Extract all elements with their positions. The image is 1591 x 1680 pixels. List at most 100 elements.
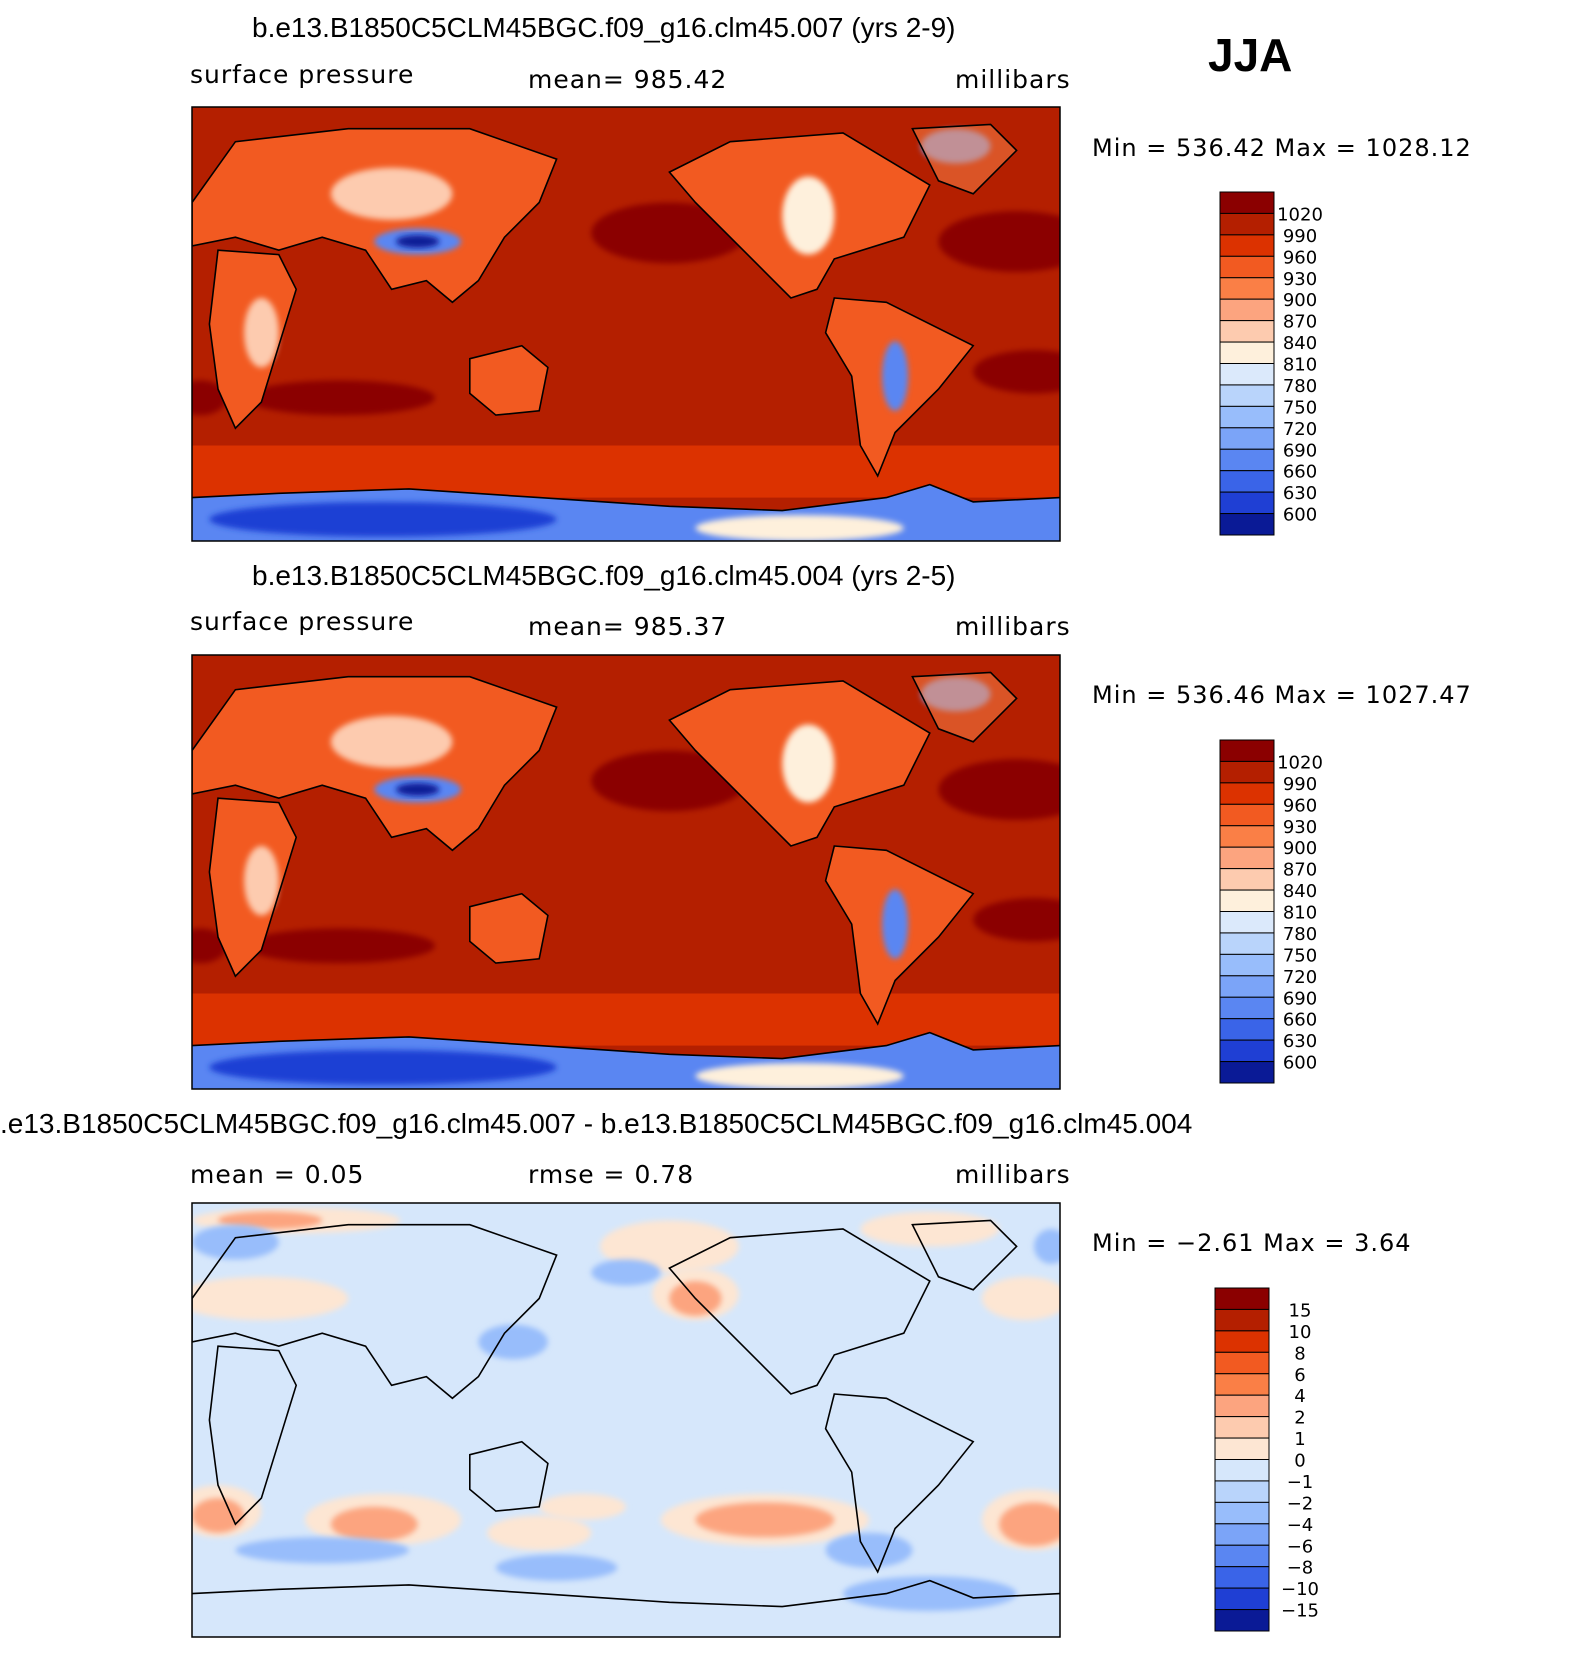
colorbar-tick-label: −2 <box>1287 1493 1314 1514</box>
coastline-antarctica <box>192 483 1060 512</box>
map-field <box>192 655 1060 1089</box>
colorbar-tick-label: 1 <box>1294 1429 1305 1450</box>
colorbar-swatch <box>1219 427 1275 450</box>
colorbar-tick-label: −8 <box>1287 1558 1314 1579</box>
colorbar-tick-label: −10 <box>1281 1579 1319 1600</box>
map-frame <box>191 106 1061 542</box>
colorbar-tick-label: 15 <box>1289 1300 1312 1321</box>
colorbar-tick-label: 930 <box>1283 817 1317 838</box>
east-antarctic-plateau <box>209 1049 557 1085</box>
colorbar-tick-label: 1020 <box>1277 752 1323 773</box>
positive-anomaly-4 <box>860 1211 1000 1247</box>
panel-1-title: b.e13.B1850C5CLM45BGC.f09_g16.clm45.007 … <box>252 12 956 43</box>
panel-3-mean-label: mean = 0.05 <box>190 1160 365 1189</box>
colorbar-swatch <box>1219 470 1275 493</box>
map-panel-2 <box>191 654 1061 1090</box>
east-african-highland <box>244 297 279 368</box>
east-antarctic-plateau <box>209 501 557 537</box>
colorbar-swatch <box>1214 1330 1270 1353</box>
coastline-namerica <box>668 680 931 847</box>
panel-2-units-label: millibars <box>955 612 1071 641</box>
coastline-australia <box>469 344 549 416</box>
positive-anomaly-strong-4 <box>192 1498 245 1533</box>
colorbar-swatch <box>1219 384 1275 407</box>
tibetan-plateau-core <box>395 783 440 797</box>
colorbar-swatch <box>1219 996 1275 1020</box>
colorbar-tick-label: −1 <box>1287 1472 1314 1493</box>
colorbar-tick-label: 900 <box>1283 838 1317 859</box>
colorbar-swatch <box>1219 932 1275 955</box>
colorbar-tick-label: 750 <box>1283 397 1317 418</box>
panel-1-minmax: Min = 536.42 Max = 1028.12 <box>1092 134 1472 162</box>
colorbar-swatch <box>1219 846 1275 870</box>
coastline-greenland <box>911 671 1018 743</box>
colorbar-swatch <box>1214 1544 1270 1568</box>
land-australia <box>469 893 548 964</box>
colorbar-tick-label: 810 <box>1283 903 1317 924</box>
colorbar-tick-label: 960 <box>1283 795 1317 816</box>
coastline-namerica <box>668 132 931 299</box>
coastline-africa <box>208 249 298 430</box>
colorbar-tick-label: 840 <box>1283 881 1317 902</box>
negative-anomaly-5 <box>495 1554 618 1581</box>
colorbar-swatch <box>1219 405 1275 429</box>
coastline-eurasia <box>192 127 558 304</box>
colorbar-tick-label: 780 <box>1283 376 1317 397</box>
south-indian-high <box>244 380 436 416</box>
colorbar-tick-label: 600 <box>1283 1053 1317 1074</box>
panel-2-minmax: Min = 536.46 Max = 1027.47 <box>1092 681 1472 709</box>
colorbar-swatch <box>1214 1501 1270 1525</box>
panel-2-variable-label: surface pressure <box>190 607 415 636</box>
colorbar-swatch <box>1219 868 1275 891</box>
map-field <box>192 1203 1060 1637</box>
colorbar-tick-label: 1020 <box>1277 204 1323 225</box>
colorbar-swatch <box>1219 320 1275 343</box>
colorbar-swatch <box>1219 1018 1275 1041</box>
colorbar-swatch <box>1214 1480 1270 1503</box>
colorbar-tick-label: 0 <box>1294 1451 1305 1472</box>
colorbar-swatch <box>1219 739 1275 762</box>
colorbar-tick-label: 990 <box>1283 774 1317 795</box>
colorbar-swatch <box>1214 1566 1270 1589</box>
colorbar-swatch <box>1219 212 1275 236</box>
coastlines <box>192 671 1060 1060</box>
coastline-antarctica <box>192 1579 1060 1608</box>
colorbar-tick-label: 660 <box>1283 1010 1317 1031</box>
panel-2-title: b.e13.B1850C5CLM45BGC.f09_g16.clm45.004 … <box>252 560 956 591</box>
coastline-samerica <box>824 845 975 1026</box>
colorbar-tick-label: 600 <box>1283 505 1317 526</box>
negative-anomaly-8 <box>1033 1229 1060 1264</box>
positive-anomaly-9 <box>487 1515 592 1551</box>
north-atlantic-high <box>938 211 1060 272</box>
negative-anomaly-4 <box>235 1537 409 1564</box>
positive-anomaly-6 <box>981 1276 1060 1321</box>
colorbar-tick-label: 720 <box>1283 967 1317 988</box>
colorbar-swatch <box>1214 1373 1270 1396</box>
colorbar-tick-label: 810 <box>1283 355 1317 376</box>
negative-anomaly-6 <box>825 1532 913 1568</box>
north-atlantic-high <box>938 759 1060 820</box>
colorbar-swatch <box>1214 1416 1270 1439</box>
north-pacific-high <box>591 202 748 264</box>
rocky-mountains <box>782 724 835 803</box>
colorbar-swatch <box>1214 1459 1270 1482</box>
colorbar-swatch <box>1219 1061 1275 1084</box>
map-panel-3 <box>191 1202 1061 1638</box>
colorbar-tick-label: 780 <box>1283 924 1317 945</box>
panel-1-units-label: millibars <box>955 65 1071 94</box>
coastline-greenland <box>911 1219 1018 1291</box>
tibetan-plateau-core <box>395 235 440 249</box>
colorbar-tick-label: −4 <box>1287 1515 1314 1536</box>
colorbar-tick-label: 4 <box>1294 1386 1305 1407</box>
coastline-africa <box>208 797 298 978</box>
coastlines <box>192 1219 1060 1608</box>
land-australia <box>469 345 548 416</box>
colorbar-swatch <box>1214 1308 1270 1332</box>
colorbar-swatch <box>1219 255 1275 279</box>
colorbar-swatch <box>1219 1039 1275 1063</box>
colorbar-swatch <box>1219 491 1275 515</box>
colorbar-2: 1020990960930900870840810780750720690660… <box>1219 739 1323 1084</box>
andes <box>882 341 909 411</box>
colorbar-1: 1020990960930900870840810780750720690660… <box>1219 191 1323 536</box>
colorbar-tick-label: 2 <box>1294 1408 1305 1429</box>
